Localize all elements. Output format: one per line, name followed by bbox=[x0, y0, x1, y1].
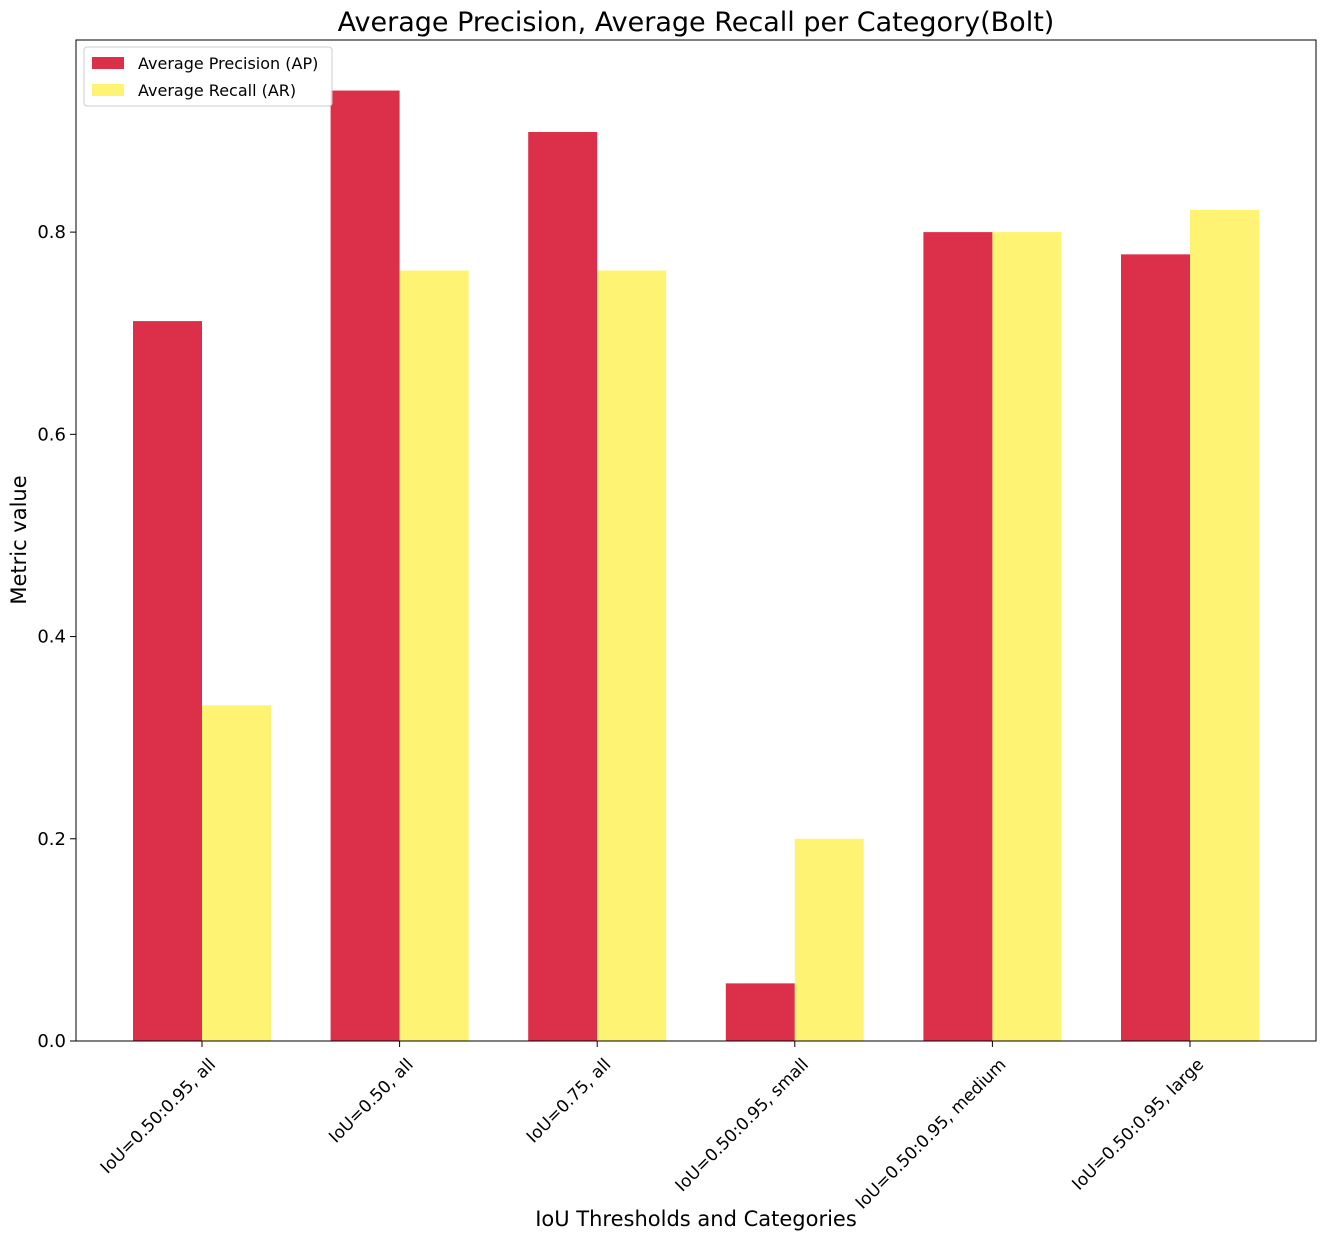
bar-ar-5 bbox=[1190, 209, 1259, 1041]
x-tick-label: IoU=0.50, all bbox=[325, 1055, 417, 1147]
bar-ap-4 bbox=[923, 232, 993, 1042]
bar-ar-0 bbox=[202, 705, 271, 1041]
x-tick-label: IoU=0.50:0.95, medium bbox=[852, 1055, 1011, 1214]
x-tick-label: IoU=0.50:0.95, all bbox=[97, 1055, 220, 1178]
bar-ar-4 bbox=[992, 232, 1062, 1042]
y-axis-label: Metric value bbox=[7, 475, 31, 604]
bar-ap-5 bbox=[1121, 254, 1190, 1041]
bars-layer bbox=[133, 90, 1259, 1042]
y-tick-label: 0.4 bbox=[37, 627, 66, 648]
bar-ap-3 bbox=[725, 983, 795, 1041]
legend-swatch-ar bbox=[92, 84, 124, 96]
y-tick-label: 0.6 bbox=[37, 424, 66, 445]
legend: Average Precision (AP) Average Recall (AR… bbox=[83, 46, 333, 107]
legend-label-ar: Average Recall (AR) bbox=[138, 81, 296, 100]
x-tick-label: IoU=0.75, all bbox=[523, 1055, 615, 1147]
bar-ar-3 bbox=[794, 838, 864, 1041]
chart-title: Average Precision, Average Recall per Ca… bbox=[338, 7, 1055, 38]
y-tick-label: 0.2 bbox=[37, 829, 66, 850]
x-axis-label: IoU Thresholds and Categories bbox=[535, 1207, 857, 1231]
y-tick-label: 0.0 bbox=[37, 1031, 66, 1052]
x-tick-label: IoU=0.50:0.95, small bbox=[672, 1055, 813, 1196]
bar-ar-2 bbox=[597, 270, 667, 1041]
x-tick-label: IoU=0.50:0.95, large bbox=[1068, 1055, 1208, 1195]
bar-ap-2 bbox=[528, 132, 598, 1041]
legend-box bbox=[83, 46, 333, 107]
plot-frame bbox=[75, 39, 1317, 1042]
bar-ap-1 bbox=[330, 90, 400, 1042]
y-tick-label: 0.8 bbox=[37, 222, 66, 243]
bar-ap-0 bbox=[133, 321, 202, 1042]
bar-ar-1 bbox=[399, 270, 469, 1041]
legend-swatch-ap bbox=[92, 57, 124, 69]
legend-label-ap: Average Precision (AP) bbox=[138, 54, 318, 73]
